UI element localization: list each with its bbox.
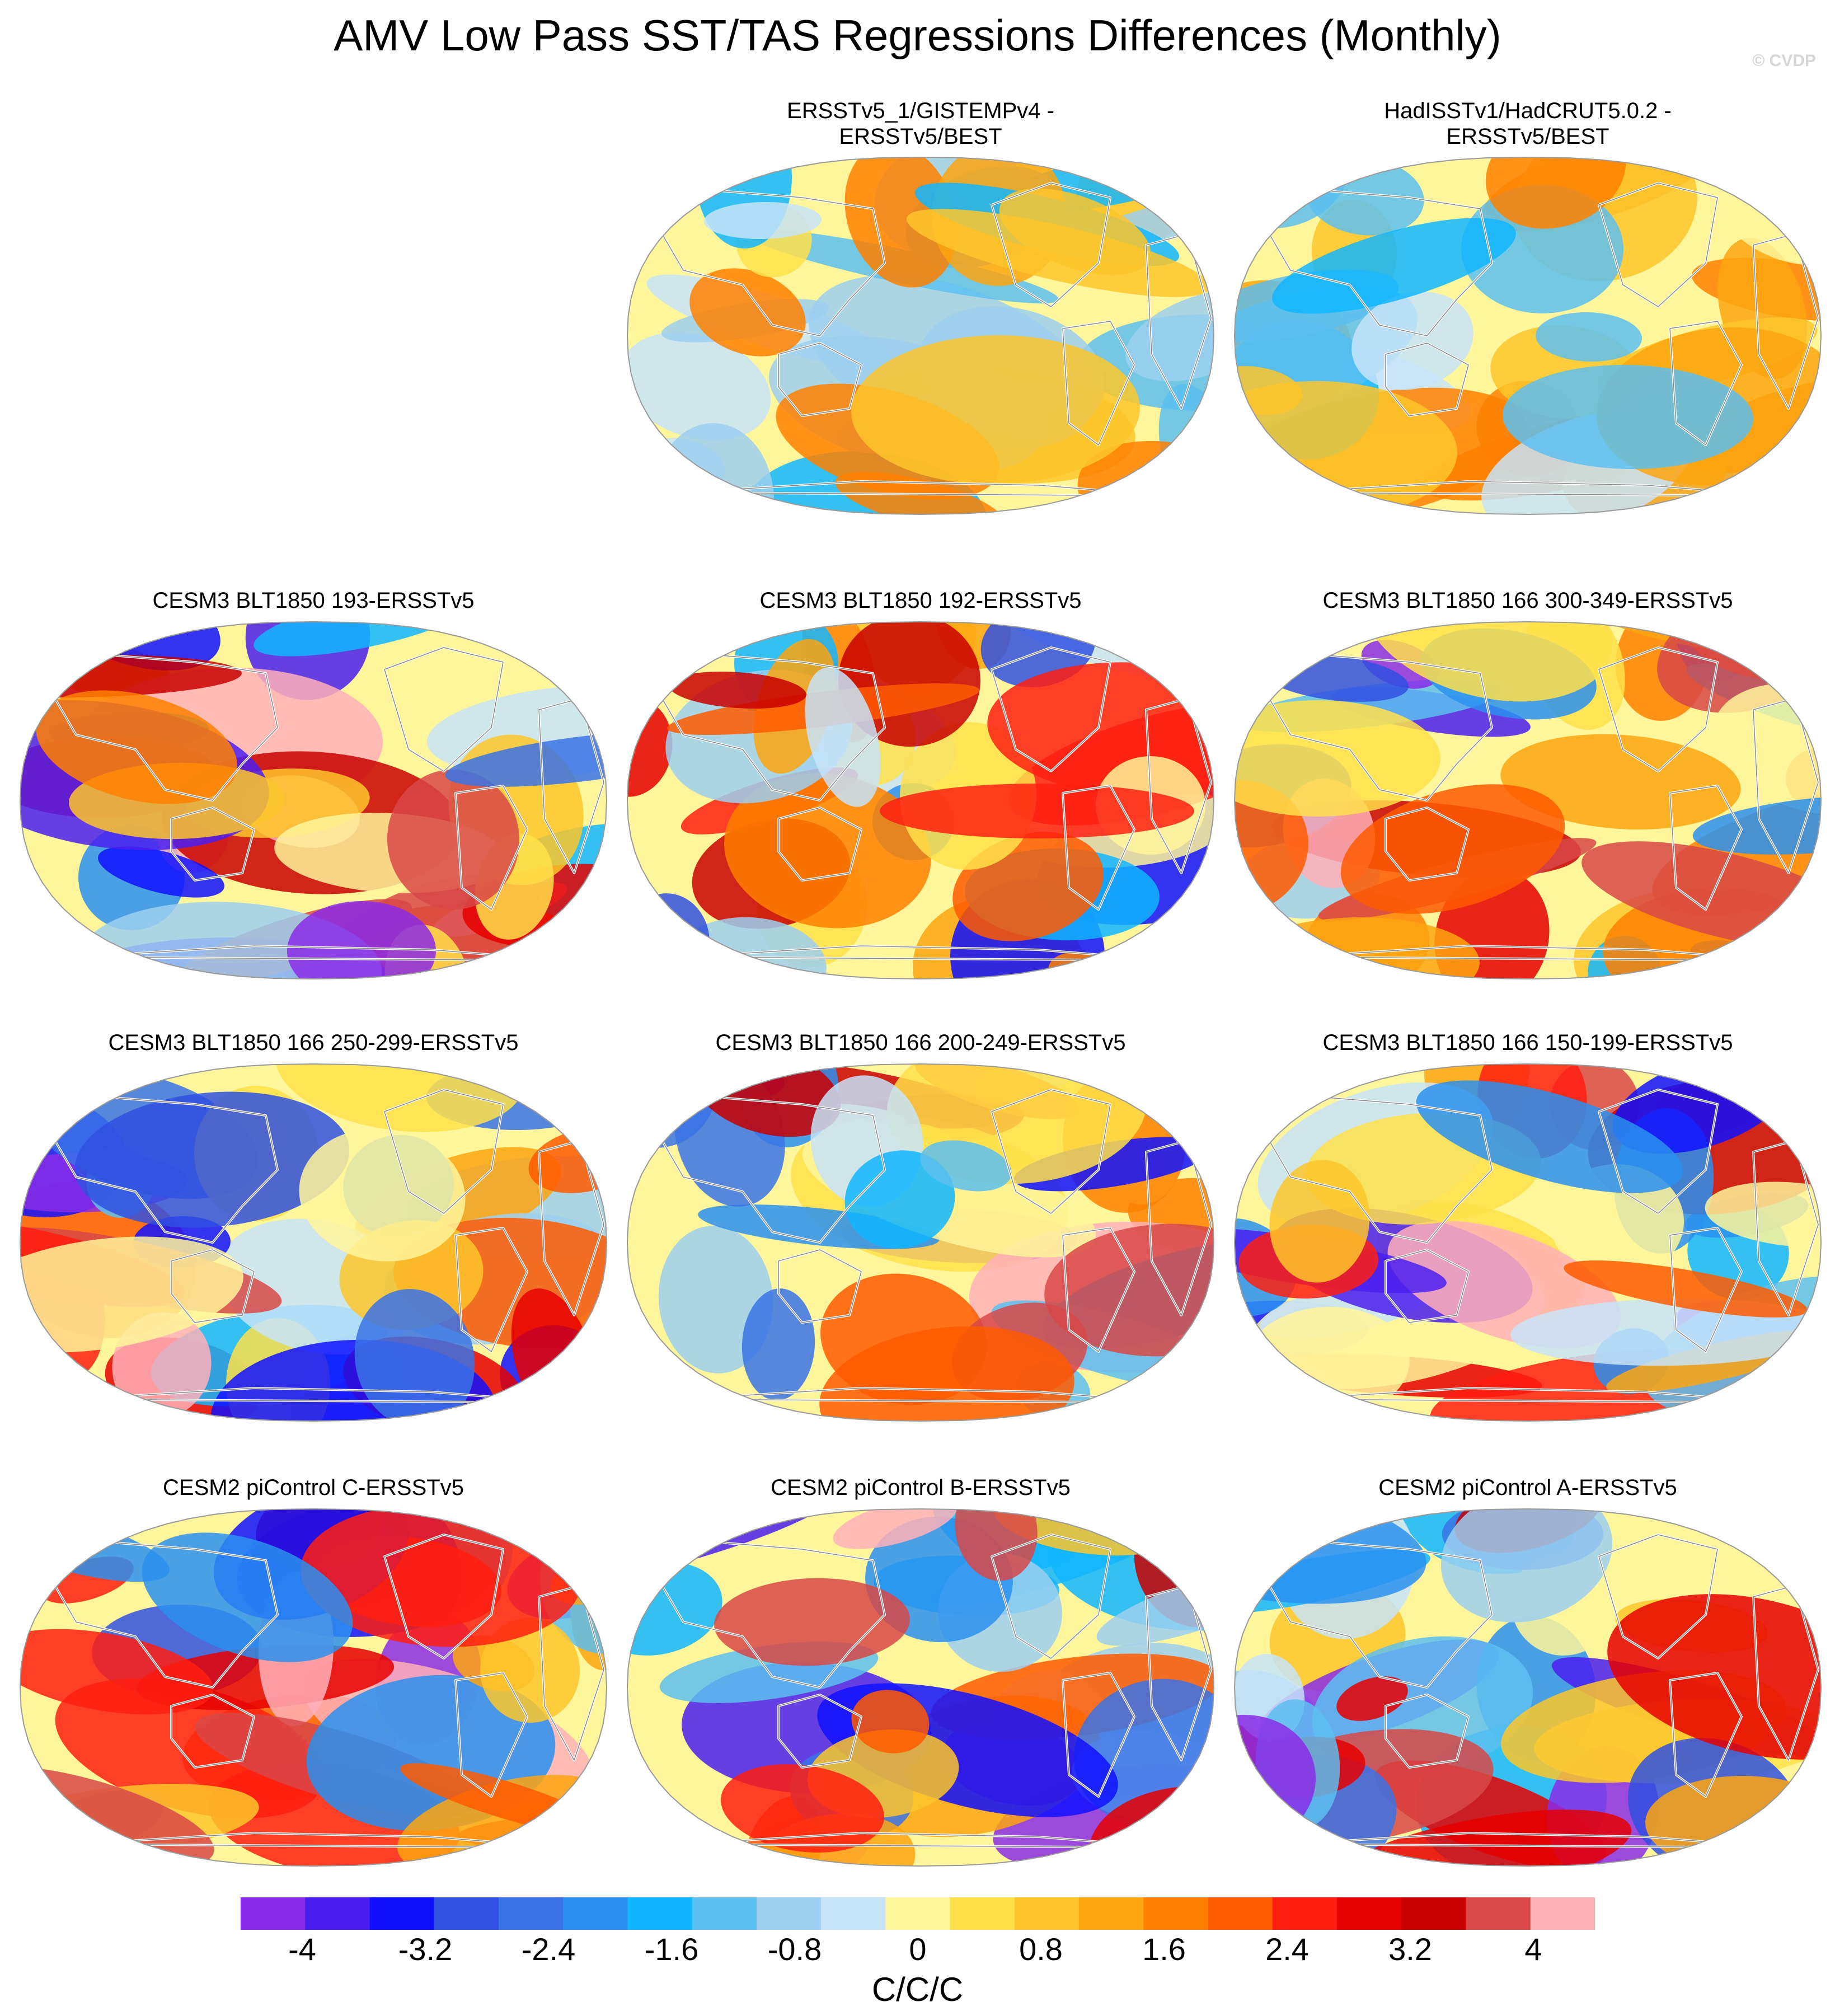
panel-title: CESM2 piControl A-ERSSTv5 <box>1378 1475 1677 1500</box>
colorbar-swatch <box>305 1897 370 1930</box>
colorbar-tick-label: 3.2 <box>1388 1931 1432 1965</box>
colorbar-swatch <box>627 1897 693 1930</box>
colorbar-swatch <box>692 1897 757 1930</box>
panel-title: CESM3 BLT1850 166 300-349-ERSSTv5 <box>1322 588 1733 613</box>
colorbar-tick-label: -0.8 <box>768 1931 822 1965</box>
map-panel: CESM2 piControl C-ERSSTv5 <box>17 1452 610 1878</box>
map-panel: CESM3 BLT1850 192-ERSSTv5 <box>624 565 1217 991</box>
panel-title: CESM3 BLT1850 192-ERSSTv5 <box>759 588 1082 613</box>
colorbar-tick-label: 0.8 <box>1019 1931 1063 1965</box>
colorbar-tick-label: 4 <box>1524 1931 1542 1965</box>
map-field <box>626 621 1215 980</box>
panel-title: CESM2 piControl C-ERSSTv5 <box>163 1475 464 1500</box>
colorbar-swatch <box>821 1897 886 1930</box>
colorbar-swatch <box>885 1897 951 1930</box>
map-panel: CESM3 BLT1850 193-ERSSTv5 <box>17 565 610 991</box>
colorbar-swatch <box>756 1897 822 1930</box>
map-panel: CESM3 BLT1850 166 300-349-ERSSTv5 <box>1231 565 1824 991</box>
panel-title: HadISSTv1/HadCRUT5.0.2 - ERSSTv5/BEST <box>1384 99 1672 149</box>
colorbar-swatch <box>434 1897 499 1930</box>
colorbar-swatch <box>1530 1897 1595 1930</box>
colorbar-swatch <box>1079 1897 1144 1930</box>
panel-title: CESM3 BLT1850 166 250-299-ERSSTv5 <box>108 1030 519 1055</box>
colorbar-tick-label: 1.6 <box>1142 1931 1186 1965</box>
map-field <box>19 1508 608 1867</box>
colorbar-swatch <box>950 1897 1015 1930</box>
map-panel: HadISSTv1/HadCRUT5.0.2 - ERSSTv5/BEST <box>1231 98 1824 523</box>
panel-title: ERSSTv5_1/GISTEMPv4 - ERSSTv5/BEST <box>787 99 1054 149</box>
map-panel: CESM3 BLT1850 166 200-249-ERSSTv5 <box>624 1007 1217 1433</box>
map-panel: CESM2 piControl B-ERSSTv5 <box>624 1452 1217 1878</box>
map-field <box>1233 1063 1822 1422</box>
figure-title: AMV Low Pass SST/TAS Regressions Differe… <box>334 11 1501 60</box>
map-field <box>1233 1508 1822 1867</box>
colorbar-tick-label: 2.4 <box>1265 1931 1309 1965</box>
colorbar-swatch <box>1014 1897 1080 1930</box>
map-field <box>1233 621 1822 980</box>
map-field <box>1233 156 1822 515</box>
map-field <box>19 1063 608 1422</box>
panel-title: CESM3 BLT1850 166 150-199-ERSSTv5 <box>1322 1030 1733 1055</box>
colorbar-swatch <box>563 1897 628 1930</box>
colorbar: -4 -3.2 -2.4 -1.6 -0.8 0 0.8 1.6 2.4 3.2 4 <box>241 1897 1595 1965</box>
map-panel: CESM3 BLT1850 166 250-299-ERSSTv5 <box>17 1007 610 1433</box>
panel-title: CESM3 BLT1850 166 200-249-ERSSTv5 <box>715 1030 1126 1055</box>
colorbar-tick-label: -2.4 <box>522 1931 576 1965</box>
colorbar-label: C/C/C <box>871 1971 964 2008</box>
colorbar-swatch <box>1466 1897 1531 1930</box>
panel-title: CESM3 BLT1850 193-ERSSTv5 <box>152 588 475 613</box>
colorbar-tick-label: 0 <box>909 1931 926 1965</box>
colorbar-swatch <box>241 1897 306 1930</box>
map-field <box>626 1063 1215 1422</box>
panel-title: CESM2 piControl B-ERSSTv5 <box>771 1475 1071 1500</box>
colorbar-swatch <box>369 1897 435 1930</box>
map-field <box>626 156 1215 515</box>
map-panel: CESM3 BLT1850 166 150-199-ERSSTv5 <box>1231 1007 1824 1433</box>
colorbar-swatch <box>1208 1897 1273 1930</box>
colorbar-swatch <box>1401 1897 1467 1930</box>
colorbar-tick-label: -4 <box>288 1931 316 1965</box>
map-panel: CESM2 piControl A-ERSSTv5 <box>1231 1452 1824 1878</box>
colorbar-swatch <box>1143 1897 1209 1930</box>
watermark: © CVDP <box>1752 51 1816 70</box>
map-panel: ERSSTv5_1/GISTEMPv4 - ERSSTv5/BEST <box>624 98 1217 523</box>
colorbar-swatch <box>1337 1897 1402 1930</box>
colorbar-swatch <box>498 1897 564 1930</box>
colorbar-swatch <box>1272 1897 1337 1930</box>
colorbar-tick-label: -1.6 <box>645 1931 699 1965</box>
map-field <box>626 1508 1215 1867</box>
colorbar-tick-label: -3.2 <box>398 1931 453 1965</box>
map-field <box>19 621 608 980</box>
